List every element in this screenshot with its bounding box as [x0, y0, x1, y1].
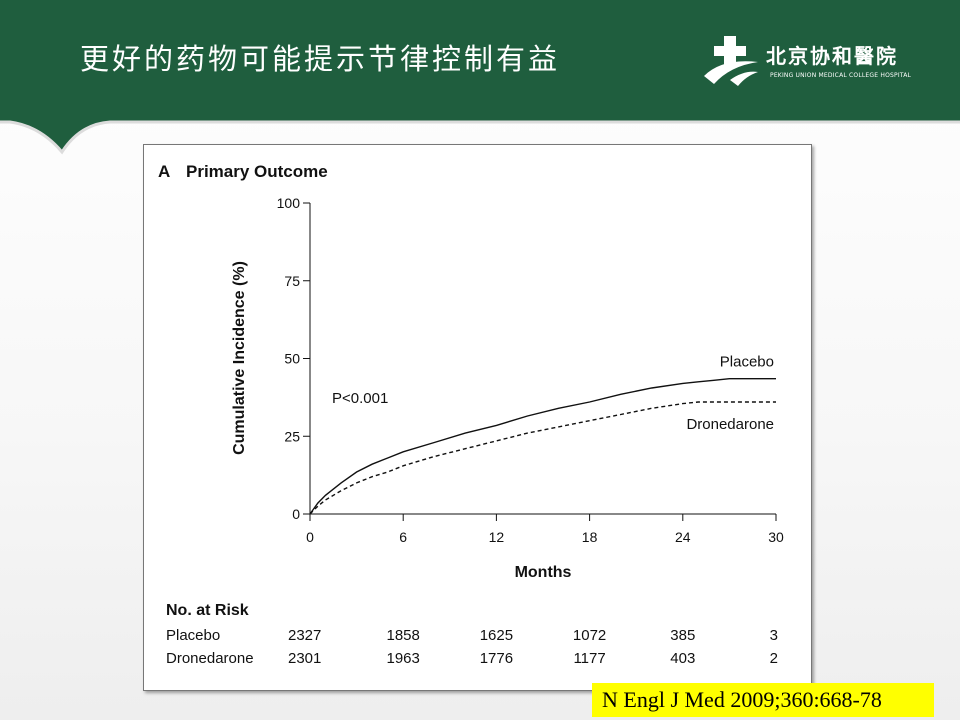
- header-wave: [0, 100, 960, 155]
- risk-cell: 2: [770, 650, 778, 667]
- risk-cell: 403: [670, 650, 695, 667]
- logo-english-text: PEKING UNION MEDICAL COLLEGE HOSPITAL: [770, 72, 912, 79]
- risk-cell: 2301: [288, 650, 321, 667]
- y-tick-label: 50: [284, 351, 300, 367]
- x-tick-label: 12: [489, 529, 505, 545]
- risk-cell: 3: [770, 627, 778, 644]
- y-tick-label: 100: [277, 195, 301, 211]
- series-line-placebo: [309, 378, 776, 515]
- chart-title: Primary Outcome: [186, 162, 328, 181]
- logo-chinese-text: 北京协和醫院: [766, 44, 898, 68]
- risk-cell: 1072: [573, 627, 606, 644]
- citation: N Engl J Med 2009;360:668-78: [592, 683, 934, 717]
- series-line-dronedarone: [309, 401, 776, 515]
- x-tick-label: 24: [675, 529, 691, 545]
- x-axis-label: Months: [515, 564, 572, 581]
- p-value-annotation: P<0.001: [332, 390, 388, 407]
- figure-panel: A Primary Outcome Cumulative Incidence (…: [143, 144, 812, 691]
- risk-cell: 2327: [288, 627, 321, 644]
- y-tick-label: 0: [292, 506, 300, 522]
- risk-row-label: Placebo: [166, 627, 220, 644]
- risk-cell: 385: [670, 627, 695, 644]
- x-tick-label: 30: [768, 529, 784, 545]
- hospital-emblem-icon: [704, 36, 758, 86]
- kaplan-meier-chart: A Primary Outcome Cumulative Incidence (…: [158, 162, 784, 667]
- series-label-placebo: Placebo: [720, 354, 774, 371]
- y-tick-label: 25: [284, 428, 300, 444]
- x-tick-label: 6: [399, 529, 407, 545]
- risk-cell: 1625: [480, 627, 513, 644]
- panel-letter: A: [158, 162, 170, 181]
- risk-cell: 1963: [387, 650, 420, 667]
- hospital-logo: 北京协和醫院 PEKING UNION MEDICAL COLLEGE HOSP…: [700, 32, 930, 92]
- risk-row-label: Dronedarone: [166, 650, 254, 667]
- risk-cell: 1858: [387, 627, 420, 644]
- x-tick-label: 0: [306, 529, 314, 545]
- y-axis-label: Cumulative Incidence (%): [231, 261, 248, 455]
- y-tick-label: 75: [284, 273, 300, 289]
- risk-cell: 1177: [573, 650, 605, 667]
- risk-cell: 1776: [480, 650, 513, 667]
- slide-title: 更好的药物可能提示节律控制有益: [80, 42, 561, 76]
- x-tick-label: 18: [582, 529, 598, 545]
- series-label-dronedarone: Dronedarone: [686, 416, 774, 433]
- risk-table-heading: No. at Risk: [166, 602, 249, 619]
